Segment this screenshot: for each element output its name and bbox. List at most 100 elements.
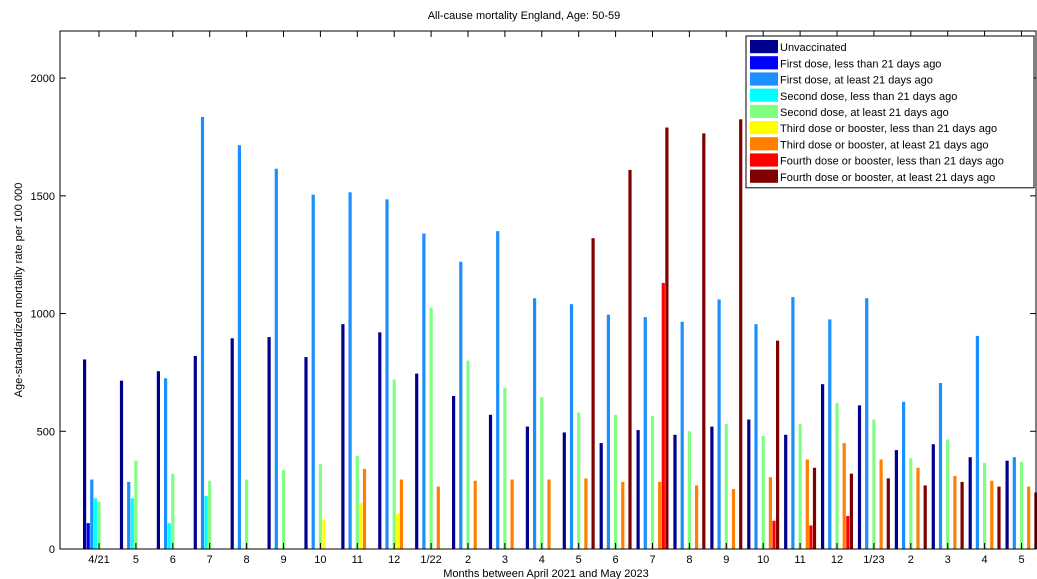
bar-5-17 <box>687 431 691 549</box>
bar-5-3 <box>171 473 175 549</box>
x-tick-label: 12 <box>388 554 400 566</box>
bar-5-25 <box>983 463 987 549</box>
y-tick-label: 1000 <box>31 309 55 321</box>
bar-5-15 <box>614 414 618 549</box>
bar-7-26 <box>1027 486 1031 549</box>
bar-5-1 <box>97 501 101 549</box>
bar-5-23 <box>909 458 913 549</box>
bar-9-19 <box>776 340 780 549</box>
bar-3-6 <box>274 168 278 550</box>
bar-1-13 <box>525 426 529 549</box>
bar-5-4 <box>208 480 212 549</box>
legend-entry: Third dose or booster, less than 21 days… <box>780 123 997 135</box>
x-tick-label: 4 <box>539 554 545 566</box>
bar-3-13 <box>533 298 537 549</box>
legend-swatch <box>750 56 778 70</box>
bar-5-2 <box>134 460 138 549</box>
bar-7-12 <box>510 479 514 549</box>
bar-5-19 <box>761 435 765 549</box>
bar-1-6 <box>267 337 271 549</box>
bar-1-17 <box>673 434 677 549</box>
bar-1-24 <box>931 444 935 549</box>
bar-5-6 <box>281 470 286 549</box>
legend-swatch <box>750 153 778 167</box>
bar-1-18 <box>710 426 714 549</box>
bar-5-24 <box>946 439 950 549</box>
bar-5-16 <box>650 415 655 549</box>
bar-7-19 <box>768 477 772 549</box>
x-tick-label: 10 <box>314 554 326 566</box>
bar-7-10 <box>436 486 440 549</box>
y-axis: 0 500 1000 1500 2000 <box>31 73 1036 556</box>
bar-5-11 <box>466 360 470 549</box>
legend-swatch <box>750 72 778 86</box>
x-tick-label: 8 <box>244 554 250 566</box>
legend-entry: Fourth dose or booster, less than 21 day… <box>780 156 1004 168</box>
bar-3-1 <box>90 479 94 549</box>
chart-title: All-cause mortality England, Age: 50-59 <box>428 10 621 22</box>
bar-7-14 <box>584 478 588 549</box>
bar-4-3 <box>167 523 171 549</box>
legend-entry: Fourth dose or booster, at least 21 days… <box>780 172 995 184</box>
bar-3-17 <box>680 321 684 549</box>
bar-3-15 <box>606 314 610 549</box>
x-tick-label: 1/23 <box>863 554 884 566</box>
bar-1-19 <box>747 419 751 549</box>
x-tick-label: 8 <box>686 554 692 566</box>
legend-entry: First dose, less than 21 days ago <box>780 58 941 70</box>
bar-1-8 <box>341 324 345 549</box>
bar-5-9 <box>392 379 396 549</box>
bar-7-13 <box>547 479 551 549</box>
bar-1-23 <box>894 450 898 549</box>
x-tick-label: 4/21 <box>88 554 109 566</box>
bar-6-8 <box>359 503 363 549</box>
bar-9-18 <box>739 119 743 550</box>
x-tick-label: 10 <box>757 554 769 566</box>
x-tick-label: 7 <box>649 554 655 566</box>
legend-entry: Second dose, at least 21 days ago <box>780 107 949 119</box>
bar-1-1 <box>83 359 87 549</box>
bar-4-2 <box>130 498 134 549</box>
x-tick-label: 2 <box>465 554 471 566</box>
bar-3-21 <box>828 319 832 549</box>
bar-5-5 <box>245 479 249 549</box>
bar-1-4 <box>193 355 197 549</box>
bar-1-7 <box>304 357 308 549</box>
bar-3-9 <box>385 199 389 549</box>
bar-9-17 <box>702 133 706 550</box>
x-tick-label: 9 <box>280 554 286 566</box>
bar-9-24 <box>960 481 964 549</box>
bar-3-23 <box>902 401 906 549</box>
x-tick-label: 6 <box>613 554 619 566</box>
bar-3-19 <box>754 324 758 549</box>
bar-9-16 <box>665 127 669 549</box>
bar-7-22 <box>879 459 883 549</box>
bar-3-11 <box>459 261 463 549</box>
bar-1-26 <box>1005 460 1009 549</box>
bar-5-13 <box>540 397 544 549</box>
y-axis-title: Age-standardized mortality rate per 100 … <box>13 183 25 398</box>
bar-3-3 <box>164 378 168 549</box>
bar-5-14 <box>577 412 581 549</box>
bar-7-16 <box>658 481 662 549</box>
bar-3-4 <box>200 116 205 549</box>
legend-entry: Unvaccinated <box>780 42 847 54</box>
bar-1-14 <box>562 432 566 549</box>
bar-8-21 <box>846 516 850 549</box>
bar-3-25 <box>975 335 979 549</box>
bar-2-1 <box>86 523 90 549</box>
bar-1-16 <box>636 430 640 549</box>
plot-frame <box>59 30 1037 550</box>
x-tick-label: 5 <box>1018 554 1024 566</box>
bar-8-16 <box>661 282 665 549</box>
bar-9-25 <box>997 486 1001 549</box>
x-tick-label: 9 <box>723 554 729 566</box>
bar-6-7 <box>322 519 326 549</box>
x-axis: 4/21 5 6 7 8 9 10 11 12 1/22 2 3 4 5 6 7 8 9 10 11 12 1/23 2 3 4… <box>88 31 1025 566</box>
bar-7-21 <box>842 443 846 549</box>
x-tick-label: 1/22 <box>420 554 441 566</box>
bar-7-18 <box>731 488 736 549</box>
y-tick-label: 2000 <box>31 73 55 85</box>
bar-7-24 <box>953 476 957 549</box>
